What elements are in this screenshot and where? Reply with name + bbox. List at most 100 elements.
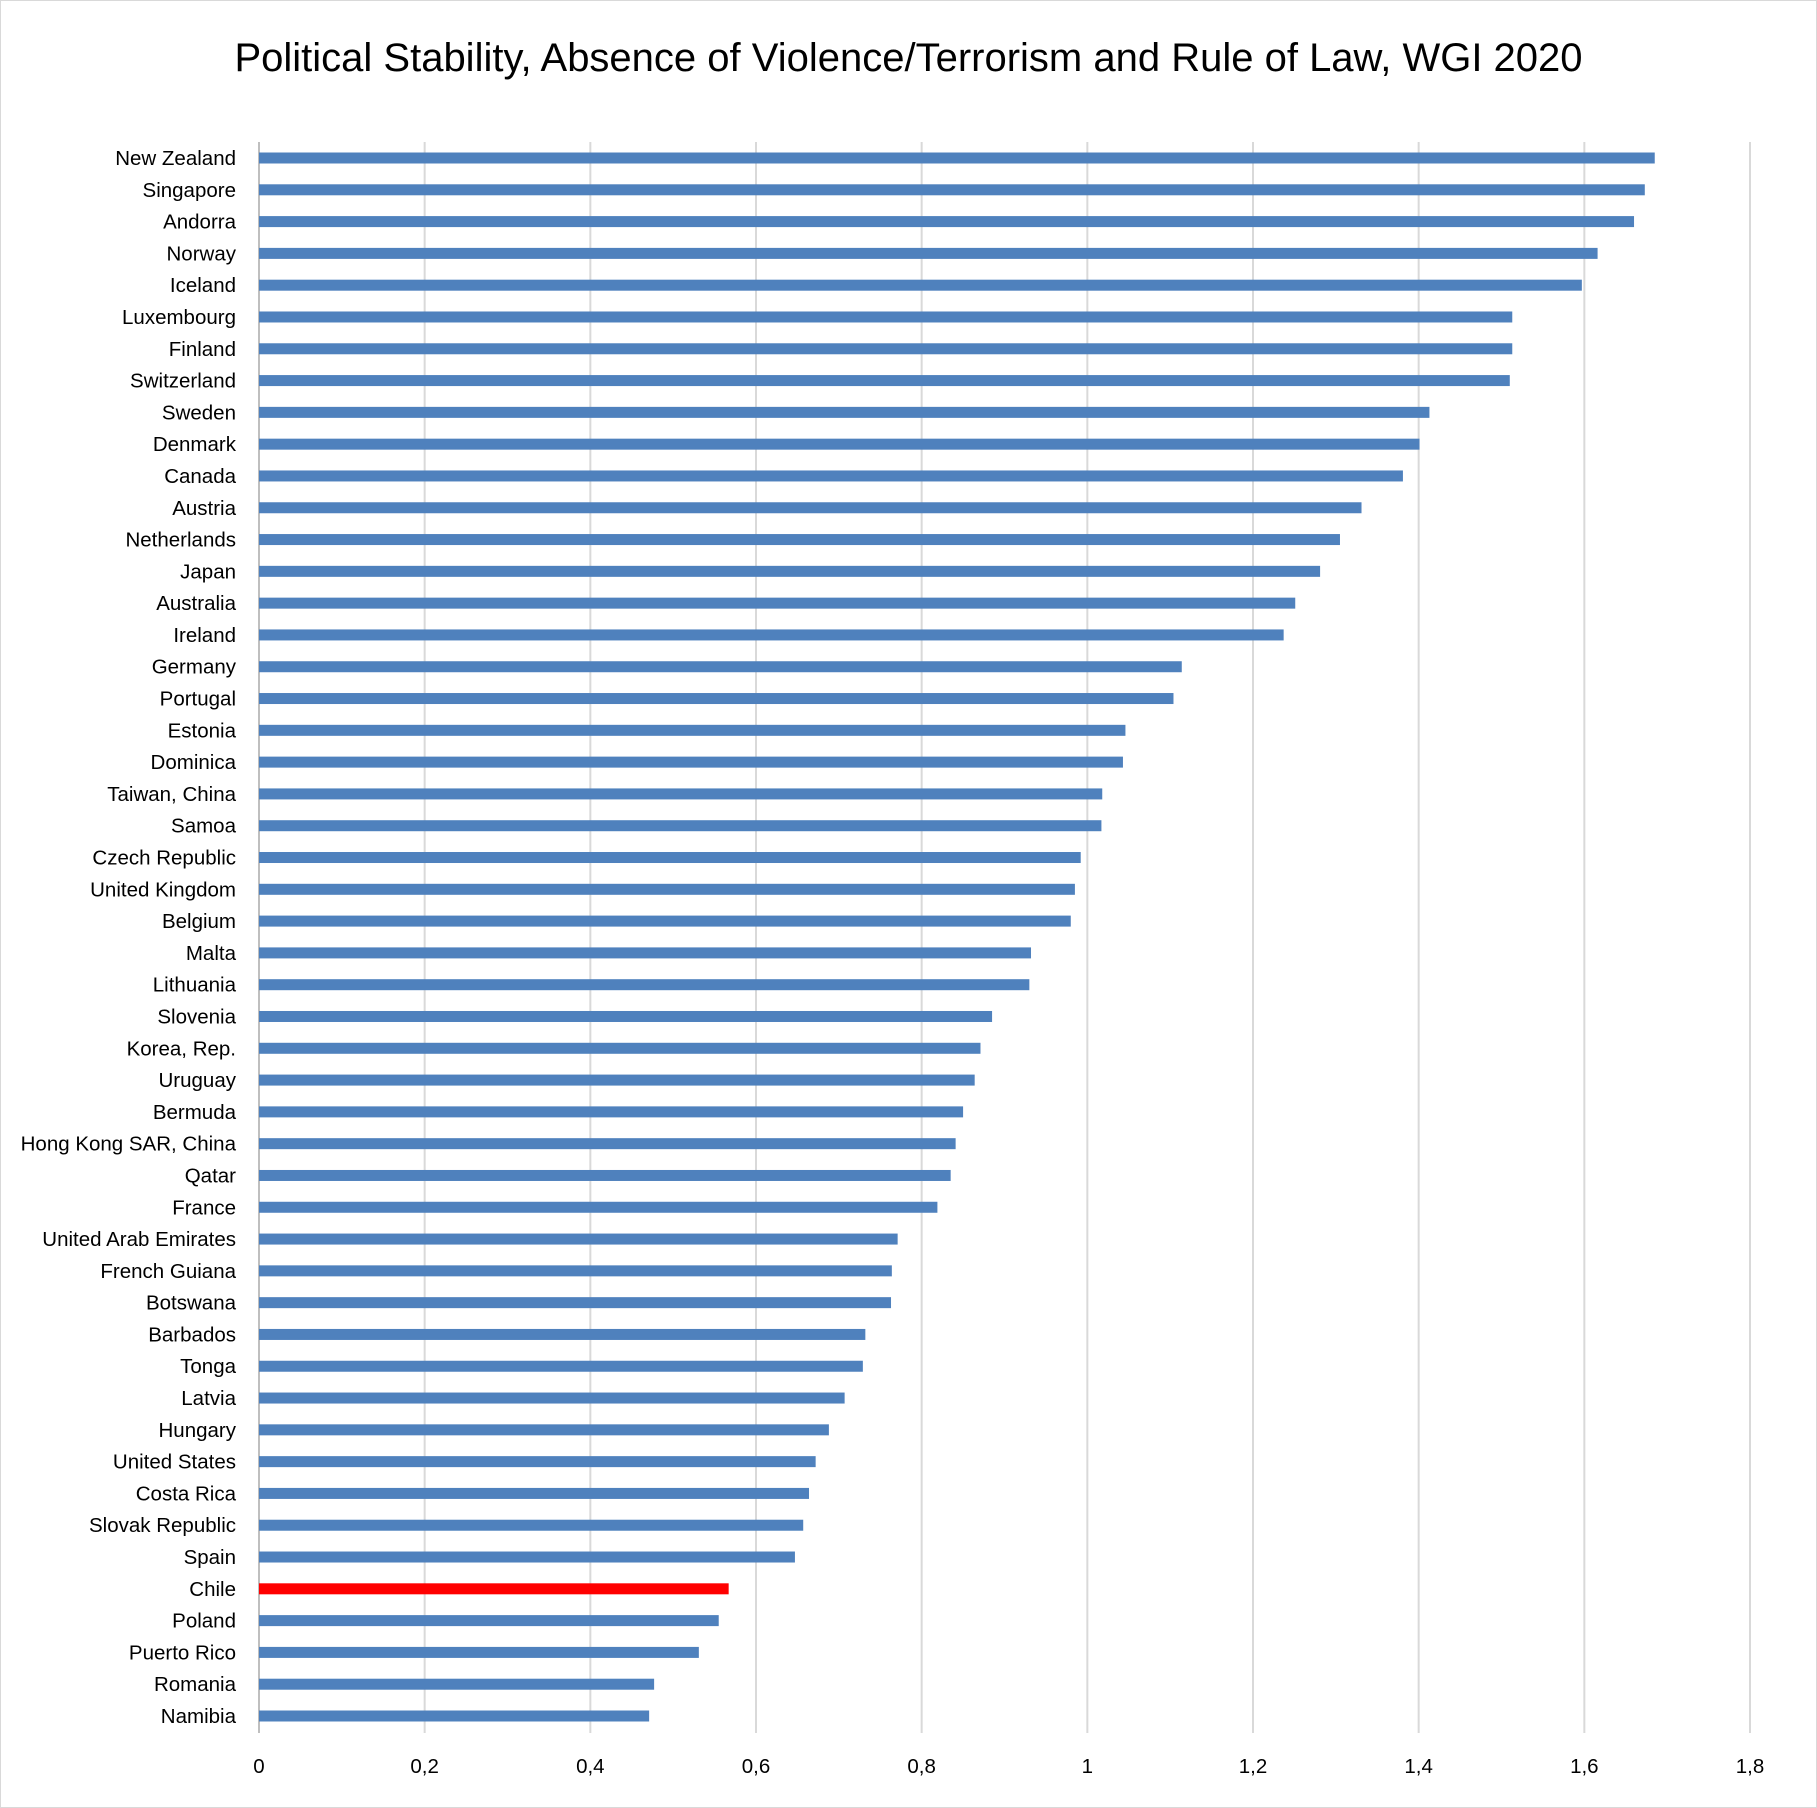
- category-label: Luxembourg: [122, 306, 236, 329]
- category-label: Hungary: [159, 1419, 237, 1442]
- bar: [259, 1169, 951, 1181]
- category-label: Hong Kong SAR, China: [21, 1133, 237, 1156]
- bar: [259, 502, 1362, 514]
- category-label: Czech Republic: [92, 847, 236, 870]
- category-label: Austria: [172, 497, 236, 520]
- category-label: Puerto Rico: [129, 1641, 236, 1664]
- category-label: Ireland: [173, 624, 236, 647]
- bar: [259, 438, 1420, 450]
- bar: [259, 693, 1174, 705]
- bar: [259, 661, 1182, 673]
- bar: [259, 1106, 964, 1118]
- chart-title: Political Stability, Absence of Violence…: [234, 36, 1583, 80]
- category-label: Denmark: [153, 433, 237, 456]
- category-label: Dominica: [151, 751, 237, 774]
- category-label: Tonga: [180, 1355, 236, 1378]
- category-label: Samoa: [171, 815, 237, 838]
- bar: [259, 470, 1403, 482]
- category-label: Estonia: [168, 719, 237, 742]
- category-labels: New Zealand Singapore Andorra Norway Iceland…: [21, 147, 237, 1728]
- category-label: Iceland: [170, 274, 236, 297]
- x-tick-label: 1,4: [1404, 1755, 1433, 1778]
- category-label: Chile: [189, 1578, 236, 1601]
- category-label: Netherlands: [125, 529, 236, 552]
- bar: [259, 1424, 829, 1436]
- bar: [259, 1583, 729, 1595]
- bar: [259, 1456, 816, 1468]
- bar: [259, 1615, 719, 1627]
- bar: [259, 629, 1284, 641]
- category-label: Poland: [172, 1610, 236, 1633]
- bar: [259, 152, 1655, 164]
- category-label: Botswana: [146, 1292, 237, 1315]
- bar: [259, 1201, 938, 1213]
- category-label: Lithuania: [153, 974, 237, 997]
- category-label: Germany: [152, 656, 237, 679]
- category-label: Finland: [169, 338, 236, 361]
- bar: [259, 1042, 981, 1054]
- bar: [259, 534, 1340, 546]
- x-tick-label: 0,4: [576, 1755, 605, 1778]
- bar: [259, 788, 1103, 800]
- category-label: Malta: [186, 942, 237, 965]
- x-tick-label: 0,6: [742, 1755, 771, 1778]
- category-label: United Arab Emirates: [42, 1228, 236, 1251]
- bar: [259, 1519, 804, 1531]
- bar: [259, 406, 1430, 418]
- bar: [259, 1010, 993, 1022]
- category-label: France: [172, 1196, 236, 1219]
- x-tick-label: 1: [1082, 1755, 1093, 1778]
- x-tick-label: 0: [253, 1755, 264, 1778]
- bar: [259, 1138, 956, 1150]
- category-label: Latvia: [181, 1387, 236, 1410]
- bar: [259, 1074, 975, 1086]
- category-label: Portugal: [160, 688, 236, 711]
- bar: [259, 1392, 845, 1404]
- bar: [259, 820, 1102, 832]
- category-label: Spain: [184, 1546, 236, 1569]
- category-label: Australia: [156, 592, 236, 615]
- category-label: Barbados: [148, 1323, 236, 1346]
- x-tick-label: 0,8: [907, 1755, 936, 1778]
- bar: [259, 1328, 866, 1340]
- bar: [259, 979, 1030, 991]
- category-label: Sweden: [162, 401, 236, 424]
- bar: [259, 184, 1645, 196]
- bar: [259, 597, 1296, 609]
- category-label: Andorra: [163, 211, 237, 234]
- x-tick-label: 1,8: [1736, 1755, 1765, 1778]
- bar: [259, 1646, 699, 1658]
- category-label: Singapore: [143, 179, 236, 202]
- bar: [259, 565, 1321, 577]
- bar: [259, 1678, 655, 1690]
- category-label: Korea, Rep.: [127, 1037, 236, 1060]
- bar: [259, 1551, 795, 1563]
- category-label: Bermuda: [153, 1101, 237, 1124]
- bar: [259, 375, 1510, 387]
- category-label: Slovak Republic: [89, 1514, 236, 1537]
- x-tick-labels: 0 0,2 0,4 0,6 0,8 1 1,2 1,4 1,6 1,8: [253, 1755, 1764, 1778]
- category-label: Uruguay: [159, 1069, 237, 1092]
- bars: [259, 152, 1655, 1722]
- category-label: Romania: [154, 1673, 237, 1696]
- category-label: French Guiana: [100, 1260, 236, 1283]
- bar: [259, 279, 1582, 291]
- bar: [259, 1233, 898, 1245]
- bar: [259, 1265, 892, 1277]
- category-label: United Kingdom: [90, 878, 236, 901]
- x-tick-label: 1,2: [1239, 1755, 1268, 1778]
- bar: [259, 1710, 650, 1722]
- bar: [259, 852, 1081, 864]
- category-label: Switzerland: [130, 370, 236, 393]
- bar: [259, 724, 1126, 736]
- bar: [259, 756, 1123, 768]
- x-tick-label: 0,2: [410, 1755, 439, 1778]
- category-label: New Zealand: [115, 147, 236, 170]
- bar: [259, 311, 1513, 323]
- bar: [259, 343, 1513, 355]
- bar: [259, 216, 1635, 228]
- category-label: Costa Rica: [136, 1482, 237, 1505]
- bar: [259, 915, 1071, 927]
